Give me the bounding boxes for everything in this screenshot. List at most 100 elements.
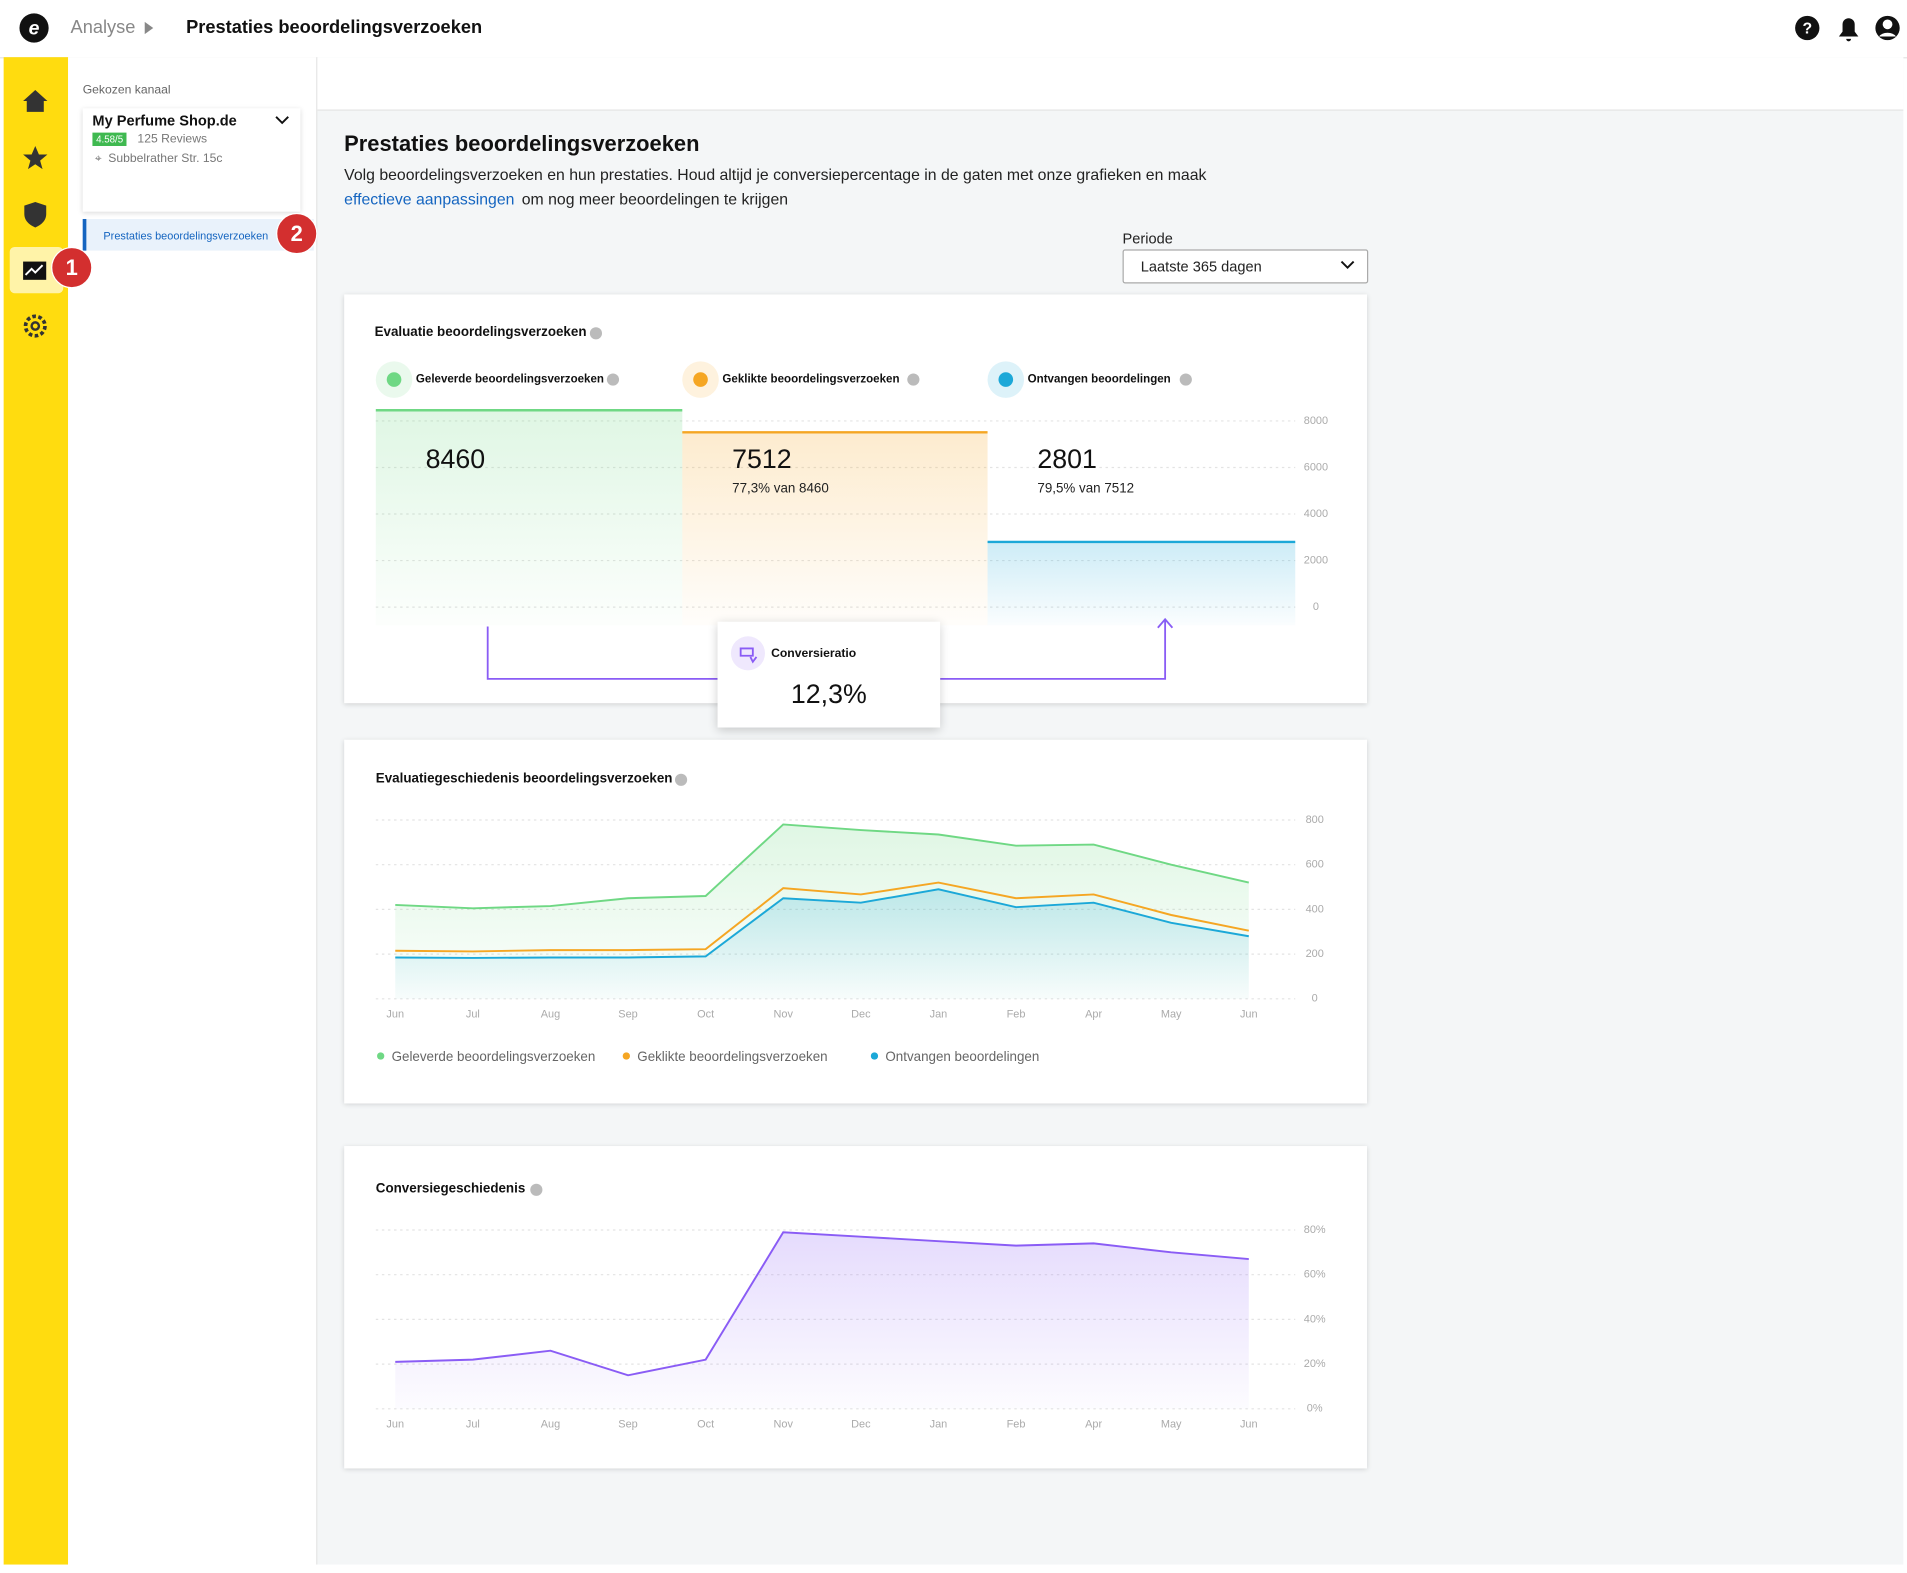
x-tick-label: May [1161,1419,1182,1431]
conversion-value: 12,3% [790,678,867,710]
address: Subbelrather Str. 15c [108,152,223,166]
y-tick-label: 20% [1304,1358,1326,1370]
review-count: 125 Reviews [137,132,208,146]
x-tick-label: Apr [1085,1419,1102,1431]
conversion-icon [730,636,765,671]
channel-name: My Perfume Shop.de [92,111,237,129]
content-strip [317,57,1904,111]
info-icons [530,327,1192,1196]
legend-label: Geklikte beoordelingsverzoeken [637,1049,827,1064]
breadcrumb-arrow [144,21,154,35]
stage-label: Geleverde beoordelingsverzoeken [416,374,604,386]
x-tick-label: Jul [466,1009,480,1021]
x-tick-label: Dec [851,1419,871,1431]
description: Volg beoordelingsverzoeken en hun presta… [344,165,1207,184]
legend-dot [622,1052,630,1060]
svg-text:?: ? [1802,20,1812,37]
legend-dot [377,1052,385,1060]
x-tick-label: Oct [697,1419,714,1431]
y-tick-label: 800 [1306,814,1324,826]
y-tick-label: 6000 [1304,461,1328,473]
x-tick-label: Feb [1007,1419,1026,1431]
page-title: Prestaties beoordelingsverzoeken [186,17,483,38]
description-link[interactable]: effectieve aanpassingen [344,189,515,209]
x-tick-label: Jun [386,1009,404,1021]
period-value[interactable]: Laatste 365 dagen [1140,257,1262,275]
legend-label: Ontvangen beoordelingen [885,1049,1039,1064]
x-tick-label: Nov [774,1009,794,1021]
y-tick-label: 400 [1306,903,1324,915]
main-title: Prestaties beoordelingsverzoeken [344,131,700,156]
series-line [395,1231,1249,1377]
x-tick-label: Aug [541,1419,560,1431]
y-tick-label: 2000 [1304,554,1328,566]
y-tick-label: 0 [1313,601,1319,613]
stage-note: 77,3% van 8460 [732,481,829,496]
stage-value: 7512 [732,444,792,474]
card-title: Evaluatiegeschiedenis beoordelingsverzoe… [375,771,673,786]
channel-label: Gekozen kanaal [82,83,171,98]
header-icons[interactable]: ? [1793,12,1902,44]
card-title: Conversiegeschiedenis [375,1181,526,1196]
stage-value: 8460 [426,444,486,474]
y-tick-label: 0% [1307,1403,1323,1415]
y-tick-label: 4000 [1304,508,1328,520]
series-line [395,888,1249,959]
x-tick-label: Jun [1240,1419,1258,1431]
area-fill [395,1232,1249,1409]
card-title: Evaluatie beoordelingsverzoeken [374,324,587,340]
x-tick-label: May [1161,1009,1182,1021]
x-tick-label: Aug [541,1009,560,1021]
stage-note: 79,5% van 7512 [1037,481,1134,496]
series-line [395,823,1250,910]
rating-badge: 4.58/5 [92,132,127,146]
x-tick-label: Jan [930,1419,948,1431]
description-end: om nog meer beoordelingen te krijgen [521,189,789,209]
area-fill [395,889,1249,999]
funnel-bar [987,541,1296,626]
legend-label: Geleverde beoordelingsverzoeken [392,1049,596,1064]
annotation-badge: 1 [51,246,93,289]
series-line [395,881,1249,953]
period-arrow [1340,260,1355,270]
y-tick-label: 0 [1312,993,1318,1005]
x-tick-label: Jun [386,1419,404,1431]
menu-item-label[interactable]: Prestaties beoordelingsverzoeken [103,229,269,243]
logo[interactable]: e [17,11,51,45]
menu-item[interactable] [82,218,314,251]
stage-label: Ontvangen beoordelingen [1028,374,1171,386]
funnel-bar [682,432,988,626]
funnel-bar [375,410,683,626]
stage-icon-dot [998,372,1014,387]
y-tick-label: 80% [1304,1224,1326,1236]
svg-text:e: e [29,17,40,39]
nav-icons[interactable] [4,73,68,353]
x-tick-label: Nov [774,1419,794,1431]
y-tick-label: 200 [1306,948,1324,960]
stage-icon-dot [386,372,402,387]
legend-dot [870,1052,879,1060]
y-tick-label: 60% [1304,1269,1326,1281]
y-tick-label: 600 [1306,859,1324,871]
breadcrumb[interactable]: Analyse [70,17,136,38]
channel-dropdown[interactable] [272,113,291,128]
y-tick-label: 8000 [1304,415,1328,427]
conversion-label: Conversieratio [771,647,857,661]
period-select[interactable] [1122,249,1369,284]
nav-rail [3,57,69,1565]
sub-sidebar [68,57,318,1565]
location-pin: ⌖ [94,152,102,166]
y-tick-label: 40% [1304,1313,1326,1325]
stage-label: Geklikte beoordelingsverzoeken [722,374,899,386]
stage-value: 2801 [1037,444,1097,474]
x-tick-label: Sep [618,1009,637,1021]
x-tick-label: Sep [618,1419,637,1431]
stage-icon-dot [693,372,708,387]
x-tick-label: Jan [930,1009,948,1021]
channel-card[interactable] [82,108,301,212]
x-tick-label: Jul [466,1419,480,1431]
x-tick-label: Jun [1240,1009,1258,1021]
